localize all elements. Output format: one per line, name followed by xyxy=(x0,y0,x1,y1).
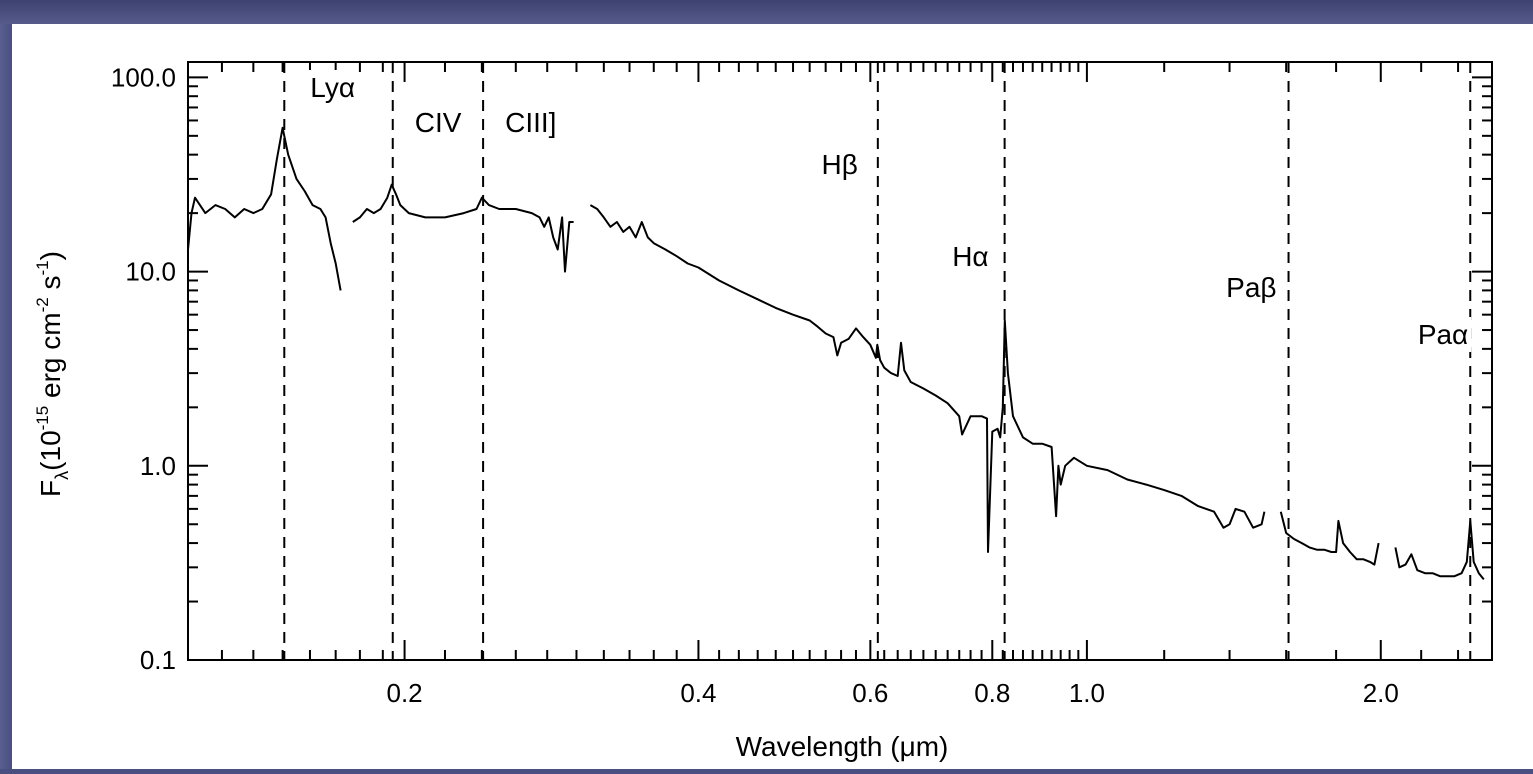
emission-line-label: CIV xyxy=(415,107,462,138)
emission-line-label: Paα xyxy=(1418,319,1468,350)
y-label-open: (10 xyxy=(35,430,66,470)
x-tick-label: 1.0 xyxy=(1069,678,1105,708)
x-axis-label: Wavelength (μm) xyxy=(736,731,949,762)
emission-label-bg xyxy=(818,147,861,182)
x-tick-label: 0.6 xyxy=(852,678,888,708)
spectrum-chart: 0.2 0.4 0.6 0.8 1.0 2.0 0.1 1.0 10.0 100.0 Lyα CIV C… xyxy=(33,61,1493,762)
spectrum-segment xyxy=(1394,519,1485,581)
y-tick-label: 1.0 xyxy=(140,451,176,481)
emission-line-label: Hβ xyxy=(822,149,858,180)
plot-frame xyxy=(187,61,1493,661)
y-label-sub: λ xyxy=(52,471,72,480)
emission-line-label: Hα xyxy=(952,241,988,272)
y-tick-label: 0.1 xyxy=(140,645,176,675)
y-label-exp3: -1 xyxy=(33,260,52,275)
spectrum-segment xyxy=(352,183,574,273)
y-label-close: ) xyxy=(35,251,66,260)
y-tick-label: 10.0 xyxy=(125,257,176,287)
y-label-main: F xyxy=(35,480,66,497)
emission-label-bg xyxy=(307,70,359,105)
emission-label-bg xyxy=(1223,270,1280,305)
svg-text:Fλ(10-15 erg cm-2 s-1): Fλ(10-15 erg cm-2 s-1) xyxy=(33,251,72,497)
title-bar xyxy=(0,0,1533,24)
emission-label-bg xyxy=(1414,317,1472,352)
y-label-exp1: -15 xyxy=(33,406,52,431)
x-tick-label: 0.4 xyxy=(680,678,716,708)
x-tick-label: 2.0 xyxy=(1363,678,1399,708)
emission-line-label: CIII] xyxy=(505,107,556,138)
y-axis-label: Fλ(10-15 erg cm-2 s-1) xyxy=(33,251,72,497)
y-label-exp2: -2 xyxy=(33,297,52,312)
emission-label-bg xyxy=(949,239,992,274)
x-tick-label: 0.2 xyxy=(386,678,422,708)
emission-label-bg xyxy=(502,105,560,140)
y-label-mid: erg cm xyxy=(35,312,66,405)
emission-line-label: Paβ xyxy=(1226,272,1276,303)
spectrum-segment xyxy=(187,126,342,291)
emission-line-label: Lyα xyxy=(310,72,355,103)
figure-canvas: 0.2 0.4 0.6 0.8 1.0 2.0 0.1 1.0 10.0 100.0 Lyα CIV C… xyxy=(12,24,1533,769)
x-tick-label: 0.8 xyxy=(974,678,1010,708)
spectrum-segment xyxy=(589,204,1266,553)
spectrum-segment xyxy=(1279,511,1380,566)
y-tick-label: 100.0 xyxy=(111,62,176,92)
y-label-s: s xyxy=(35,276,66,298)
emission-label-bg xyxy=(411,105,465,140)
